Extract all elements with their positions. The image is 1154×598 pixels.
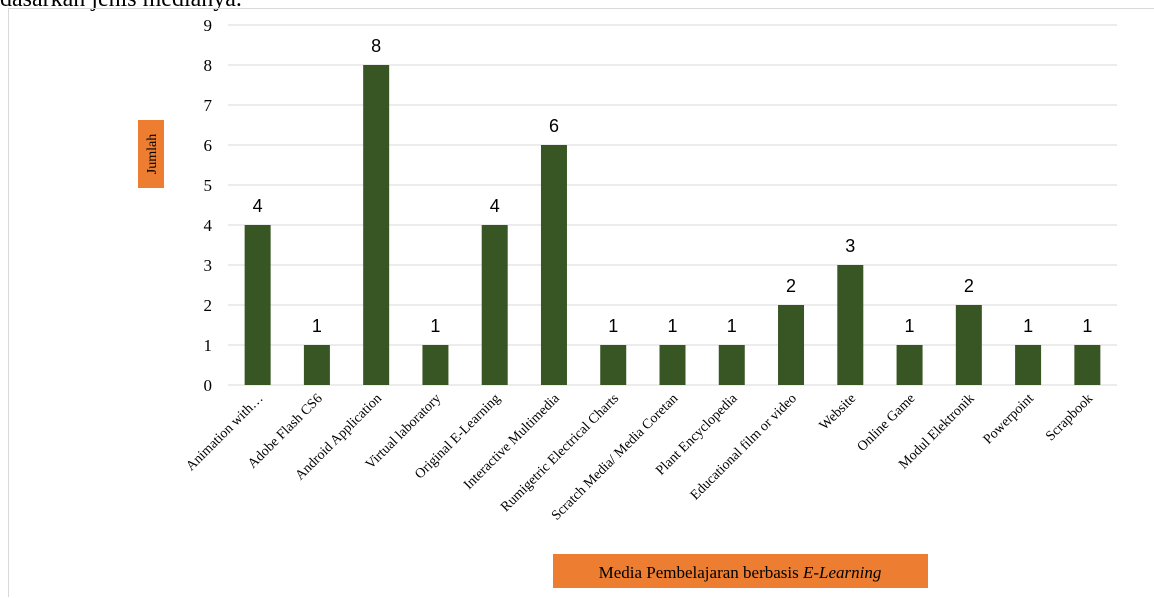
data-label: 2 [786,276,796,296]
y-axis-title-text: Jumlah [145,134,160,174]
y-tick-label: 8 [204,56,213,75]
y-tick-label: 7 [204,96,213,115]
bar [778,305,805,385]
y-tick-label: 0 [204,376,213,395]
category-label: Scrapbook [1043,391,1096,444]
data-label: 1 [727,316,737,336]
document-text: dasarkan jenis medianya. [0,0,242,13]
data-label: 1 [1082,316,1092,336]
bar [600,345,627,385]
category-label: Rumigetric Electrical Charts [498,391,622,515]
category-label: Interactive Multimedia [461,391,563,493]
x-axis-title-italic: E-Learning [802,563,881,582]
data-label: 4 [490,196,500,216]
y-tick-label: 2 [204,296,213,315]
category-label: Powerpoint [981,391,1037,447]
bar [718,345,745,385]
y-tick-label: 9 [204,16,213,35]
x-axis-title-box [553,554,928,588]
data-label: 1 [312,316,322,336]
chart-frame: 0 1 2 3 4 5 6 7 8 9 4 1 8 1 4 6 1 1 1 2 3 1 2 1 1 Animation wit… [8,8,1154,597]
bar [244,225,271,385]
bar [1074,345,1101,385]
data-label: 3 [845,236,855,256]
category-label: Website [817,391,859,433]
data-label: 6 [549,116,559,136]
y-tick-label: 5 [204,176,213,195]
data-label: 4 [253,196,263,216]
category-label: Scratch Media/ Media Coretan [549,391,681,523]
data-labels: 4 1 8 1 4 6 1 1 1 2 3 1 2 1 1 [253,36,1093,336]
category-label: Online Game [855,391,919,455]
y-tick-label: 3 [204,256,213,275]
y-axis-title-box [138,120,164,188]
bar [303,345,330,385]
y-tick-label: 6 [204,136,213,155]
bar [422,345,449,385]
bar-chart: 0 1 2 3 4 5 6 7 8 9 4 1 8 1 4 6 1 1 1 2 3 1 2 1 1 Animation wit… [138,16,1117,588]
data-label: 1 [1023,316,1033,336]
data-label: 1 [667,316,677,336]
bar [659,345,686,385]
x-axis-title: Media Pembelajaran berbasis E-Learning [553,554,928,588]
bar [955,305,982,385]
data-label: 8 [371,36,381,56]
category-label: Educational film or video [688,391,800,503]
bar [837,265,864,385]
data-label: 1 [430,316,440,336]
bar [481,225,508,385]
y-tick-label: 4 [204,216,213,235]
y-axis-ticks: 0 1 2 3 4 5 6 7 8 9 [204,16,213,395]
bars [244,65,1101,385]
y-tick-label: 1 [204,336,213,355]
bar [896,345,923,385]
data-label: 2 [964,276,974,296]
bar [1015,345,1042,385]
x-axis-title-text: Media Pembelajaran berbasis E-Learning [599,563,882,582]
bar [363,65,390,385]
data-label: 1 [608,316,618,336]
y-axis-title: Jumlah [138,120,164,188]
bar [540,145,567,385]
data-label: 1 [905,316,915,336]
x-axis-title-prefix: Media Pembelajaran berbasis [599,563,803,582]
